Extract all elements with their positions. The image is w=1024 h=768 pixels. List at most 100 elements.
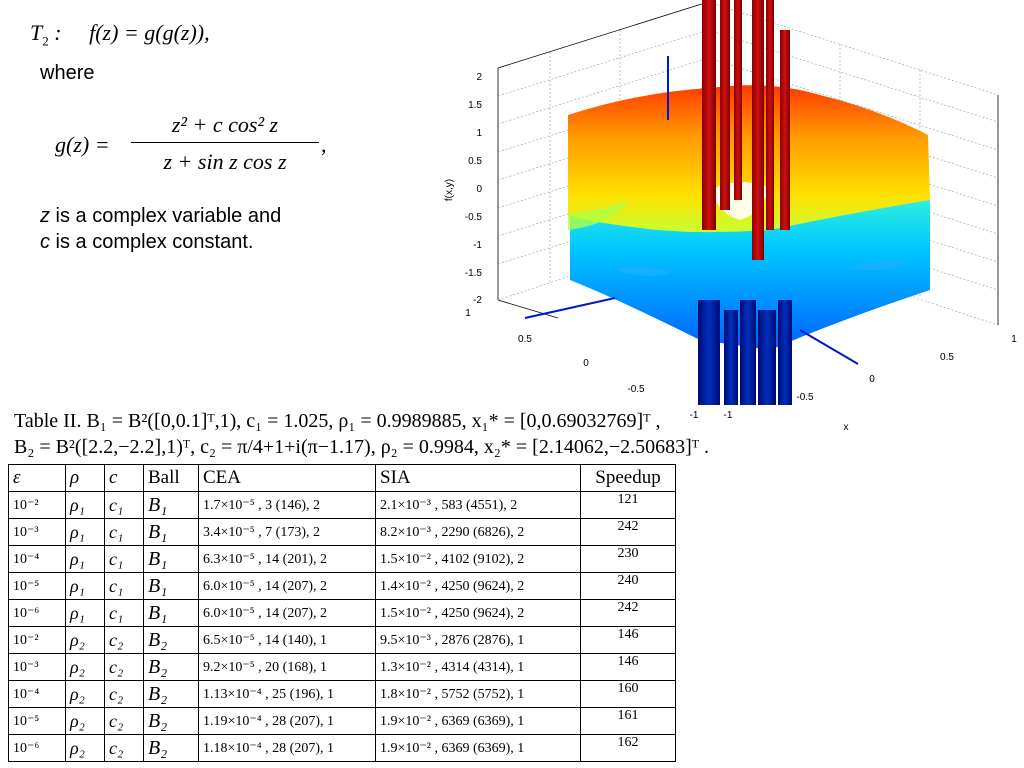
cell-sia: 9.5×10⁻³ , 2876 (2876), 1 [375, 626, 581, 654]
cell-c: c₁ [104, 572, 144, 600]
header-speedup: Speedup [580, 464, 676, 492]
cell-sia: 1.3×10⁻² , 4314 (4314), 1 [375, 653, 581, 681]
g-lhs: g(z) = [55, 132, 110, 157]
z-axis-label: f(x,y) [444, 179, 455, 201]
cell-epsilon: 10⁻⁵ [8, 572, 66, 600]
y-tick: -0.5 [627, 384, 645, 395]
cell-cea: 1.18×10⁻⁴ , 28 (207), 1 [198, 734, 376, 762]
cell-epsilon: 10⁻⁶ [8, 599, 66, 627]
cell-rho: ρ₁ [65, 572, 105, 600]
t2-subscript: 2 [42, 33, 49, 49]
cell-sia: 1.5×10⁻² , 4102 (9102), 2 [375, 545, 581, 573]
cell-cea: 1.13×10⁻⁴ , 25 (196), 1 [198, 680, 376, 708]
cell-c: c₂ [104, 626, 144, 654]
cell-speedup: 121 [580, 491, 676, 519]
x-tick: -1 [724, 410, 733, 421]
x-tick: -0.5 [796, 392, 814, 403]
cell-rho: ρ₂ [65, 707, 105, 735]
header-cea: CEA [198, 464, 376, 492]
z-tick: -1.5 [465, 268, 483, 279]
header-sia: SIA [375, 464, 581, 492]
cell-ball: B₂ [143, 626, 199, 654]
cell-rho: ρ₂ [65, 653, 105, 681]
z-variable: z [40, 205, 50, 227]
g-numerator: z² + c cos² z [171, 112, 279, 137]
cell-speedup: 162 [580, 734, 676, 762]
y-axis-ticks: 1 0.5 0 -0.5 -1 [465, 308, 699, 421]
cell-cea: 3.4×10⁻⁵ , 7 (173), 2 [198, 518, 376, 546]
cell-rho: ρ₁ [65, 545, 105, 573]
cell-cea: 1.7×10⁻⁵ , 3 (146), 2 [198, 491, 376, 519]
table-row: 10⁻⁶ ρ₂ c₂ B₂ 1.18×10⁻⁴ , 28 (207), 1 1.… [8, 734, 676, 762]
cell-sia: 1.5×10⁻² , 4250 (9624), 2 [375, 599, 581, 627]
z-tick: 0.5 [468, 156, 482, 167]
table-row: 10⁻² ρ₁ c₁ B₁ 1.7×10⁻⁵ , 3 (146), 2 2.1×… [8, 491, 676, 519]
table-header-row: ε ρ c Ball CEA SIA Speedup [8, 464, 676, 492]
y-tick: 1 [465, 308, 471, 319]
table-row: 10⁻⁵ ρ₁ c₁ B₁ 6.0×10⁻⁵ , 14 (207), 2 1.4… [8, 572, 676, 600]
surface-plot: 2 1.5 1 0.5 0 -0.5 -1 -1.5 -2 f(x,y) 1 0… [440, 0, 1024, 440]
cell-rho: ρ₁ [65, 599, 105, 627]
variable-description: z is a complex variable and c is a compl… [40, 203, 340, 255]
cell-c: c₁ [104, 545, 144, 573]
table-row: 10⁻⁴ ρ₂ c₂ B₂ 1.13×10⁻⁴ , 25 (196), 1 1.… [8, 680, 676, 708]
cell-c: c₁ [104, 599, 144, 627]
cell-cea: 6.0×10⁻⁵ , 14 (207), 2 [198, 599, 376, 627]
z-tick: 0 [476, 184, 482, 195]
z-tick: 2 [476, 72, 482, 83]
y-tick: -1 [690, 410, 699, 421]
cell-ball: B₁ [143, 572, 199, 600]
table-row: 10⁻³ ρ₁ c₁ B₁ 3.4×10⁻⁵ , 7 (173), 2 8.2×… [8, 518, 676, 546]
x-axis-ticks: 1 0.5 0 -0.5 -1 [724, 334, 1018, 421]
cell-epsilon: 10⁻⁶ [8, 734, 66, 762]
cell-cea: 6.5×10⁻⁵ , 14 (140), 1 [198, 626, 376, 654]
g-fraction: z² + c cos² z z + sin z cos z [131, 110, 319, 177]
x-axis-label: x [844, 422, 849, 433]
table-caption: Table II. B₁ = B²([0,0.1]ᵀ,1), c₁ = 1.02… [14, 408, 709, 460]
t2-symbol: T [30, 20, 43, 45]
z-tick: -2 [473, 295, 482, 306]
desc-line-1: is a complex variable and [50, 205, 282, 227]
t2-definition: T2 : f(z) = g(g(z)), [30, 20, 210, 49]
z-tick: 1.5 [468, 100, 482, 111]
cell-c: c₁ [104, 518, 144, 546]
x-tick: 0 [869, 374, 875, 385]
x-tick: 1 [1011, 334, 1017, 345]
cell-epsilon: 10⁻³ [8, 653, 66, 681]
cell-cea: 6.3×10⁻⁵ , 14 (201), 2 [198, 545, 376, 573]
upper-surface [568, 85, 930, 233]
y-tick: 0.5 [518, 334, 532, 345]
z-tick: -0.5 [465, 212, 483, 223]
singularity-spikes [698, 0, 792, 405]
cell-sia: 2.1×10⁻³ , 583 (4551), 2 [375, 491, 581, 519]
table-row: 10⁻⁶ ρ₁ c₁ B₁ 6.0×10⁻⁵ , 14 (207), 2 1.5… [8, 599, 676, 627]
results-table: ε ρ c Ball CEA SIA Speedup 10⁻² ρ₁ c₁ B₁… [8, 464, 676, 762]
caption-line-1: Table II. B₁ = B²([0,0.1]ᵀ,1), c₁ = 1.02… [14, 410, 661, 432]
cell-speedup: 161 [580, 707, 676, 735]
t2-equation: : f(z) = g(g(z)), [48, 20, 210, 45]
cell-rho: ρ₂ [65, 626, 105, 654]
cell-ball: B₂ [143, 653, 199, 681]
cell-rho: ρ₁ [65, 518, 105, 546]
table-row: 10⁻⁵ ρ₂ c₂ B₂ 1.19×10⁻⁴ , 28 (207), 1 1.… [8, 707, 676, 735]
header-epsilon: ε [8, 464, 66, 492]
cell-speedup: 242 [580, 518, 676, 546]
cell-ball: B₁ [143, 545, 199, 573]
x-tick: 0.5 [940, 352, 954, 363]
cell-epsilon: 10⁻⁵ [8, 707, 66, 735]
cell-c: c₂ [104, 734, 144, 762]
cell-epsilon: 10⁻² [8, 491, 66, 519]
cell-epsilon: 10⁻⁴ [8, 545, 66, 573]
cell-ball: B₂ [143, 707, 199, 735]
g-definition: g(z) = z² + c cos² z z + sin z cos z , [55, 110, 327, 190]
cell-sia: 1.4×10⁻² , 4250 (9624), 2 [375, 572, 581, 600]
cell-ball: B₁ [143, 599, 199, 627]
cell-ball: B₁ [143, 491, 199, 519]
header-ball: Ball [143, 464, 199, 492]
cell-speedup: 242 [580, 599, 676, 627]
c-variable: c [40, 231, 50, 253]
cell-epsilon: 10⁻³ [8, 518, 66, 546]
z-tick: 1 [476, 128, 482, 139]
surface-plot-svg: 2 1.5 1 0.5 0 -0.5 -1 -1.5 -2 f(x,y) 1 0… [444, 0, 1018, 433]
desc-line-2: is a complex constant. [50, 231, 254, 253]
